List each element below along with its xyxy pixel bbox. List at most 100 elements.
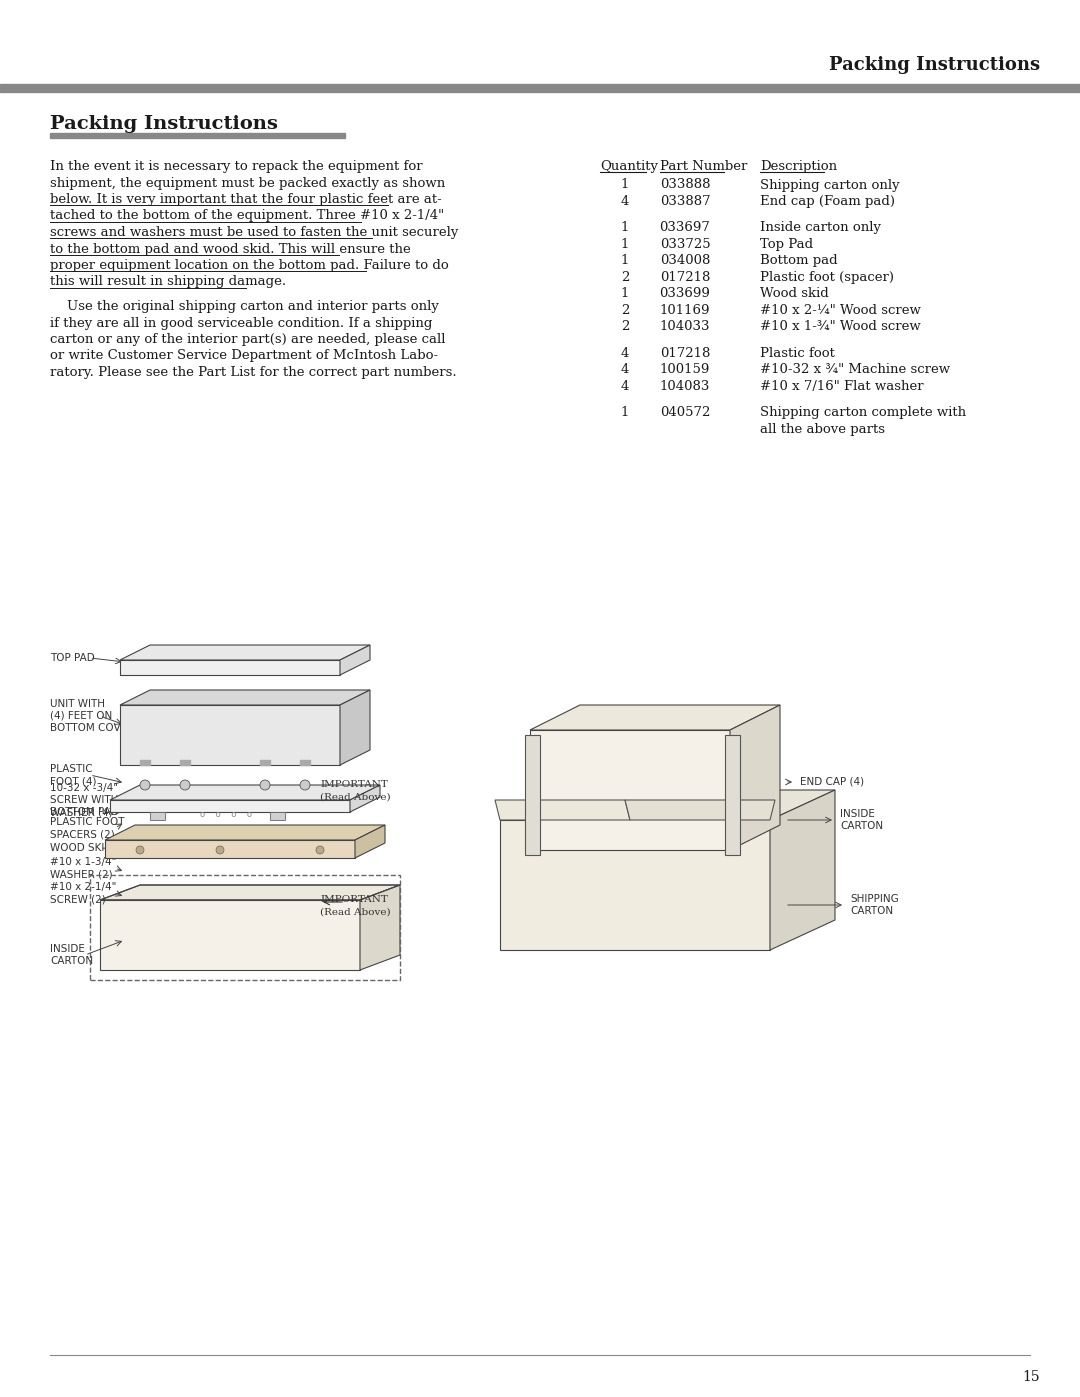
- Bar: [180, 760, 190, 766]
- Text: #10 x 2-¼" Wood screw: #10 x 2-¼" Wood screw: [760, 305, 921, 317]
- Text: 4: 4: [621, 346, 630, 360]
- Circle shape: [300, 780, 310, 789]
- Text: #10 x 1-¾" Wood screw: #10 x 1-¾" Wood screw: [760, 320, 921, 334]
- Circle shape: [216, 847, 224, 854]
- Text: Plastic foot (spacer): Plastic foot (spacer): [760, 271, 894, 284]
- Polygon shape: [100, 900, 360, 970]
- Text: WOOD SKID: WOOD SKID: [50, 842, 112, 854]
- Text: 1: 1: [621, 179, 630, 191]
- Text: Shipping carton only: Shipping carton only: [760, 179, 900, 191]
- Text: UNIT WITH
(4) FEET ON
BOTTOM COVER: UNIT WITH (4) FEET ON BOTTOM COVER: [50, 698, 134, 733]
- Text: 4: 4: [621, 363, 630, 376]
- Text: 040572: 040572: [660, 407, 711, 419]
- Polygon shape: [340, 690, 370, 766]
- Polygon shape: [725, 735, 740, 855]
- Text: #10-32 x ¾" Machine screw: #10-32 x ¾" Machine screw: [760, 363, 950, 376]
- Polygon shape: [110, 800, 350, 812]
- Polygon shape: [495, 800, 630, 820]
- Polygon shape: [625, 800, 775, 820]
- Polygon shape: [120, 659, 340, 675]
- Text: Inside carton only: Inside carton only: [760, 221, 881, 235]
- Text: Description: Description: [760, 161, 837, 173]
- Text: 1: 1: [621, 254, 630, 267]
- Text: 1: 1: [621, 237, 630, 251]
- Text: shipment, the equipment must be packed exactly as shown: shipment, the equipment must be packed e…: [50, 176, 445, 190]
- Text: Packing Instructions: Packing Instructions: [50, 115, 278, 133]
- Circle shape: [140, 780, 150, 789]
- Polygon shape: [530, 731, 730, 849]
- Text: 2: 2: [621, 271, 630, 284]
- Text: END CAP (4): END CAP (4): [800, 777, 864, 787]
- Polygon shape: [110, 785, 380, 800]
- Polygon shape: [770, 789, 835, 950]
- Polygon shape: [120, 705, 340, 766]
- Text: Plastic foot: Plastic foot: [760, 346, 835, 360]
- Text: #10 x 7/16" Flat washer: #10 x 7/16" Flat washer: [760, 380, 923, 393]
- Text: INSIDE
CARTON: INSIDE CARTON: [840, 809, 883, 831]
- Text: or write Customer Service Department of McIntosh Labo-: or write Customer Service Department of …: [50, 349, 438, 362]
- Bar: [150, 812, 165, 820]
- Text: 2: 2: [621, 305, 630, 317]
- Text: o    o    o    o: o o o o: [200, 810, 252, 819]
- Text: 033887: 033887: [660, 196, 711, 208]
- Text: 034008: 034008: [660, 254, 711, 267]
- Text: to the bottom pad and wood skid. This will ensure the: to the bottom pad and wood skid. This wi…: [50, 243, 410, 256]
- Circle shape: [316, 847, 324, 854]
- Text: End cap (Foam pad): End cap (Foam pad): [760, 196, 895, 208]
- Text: Bottom pad: Bottom pad: [760, 254, 838, 267]
- Text: In the event it is necessary to repack the equipment for: In the event it is necessary to repack t…: [50, 161, 422, 173]
- Text: IMPORTANT: IMPORTANT: [320, 780, 388, 789]
- Polygon shape: [120, 645, 370, 659]
- Text: 104083: 104083: [660, 380, 711, 393]
- Circle shape: [136, 847, 144, 854]
- Polygon shape: [360, 886, 400, 970]
- Text: 2: 2: [621, 320, 630, 334]
- Text: ratory. Please see the Part List for the correct part numbers.: ratory. Please see the Part List for the…: [50, 366, 457, 379]
- Text: Shipping carton complete with: Shipping carton complete with: [760, 407, 967, 419]
- Text: #10 x 2-1/4"
SCREW (2): #10 x 2-1/4" SCREW (2): [50, 882, 117, 904]
- Text: Top Pad: Top Pad: [760, 237, 813, 251]
- Text: Wood skid: Wood skid: [760, 288, 828, 300]
- Text: 033699: 033699: [660, 288, 711, 300]
- Text: 033888: 033888: [660, 179, 711, 191]
- Polygon shape: [105, 840, 355, 858]
- Text: 104033: 104033: [660, 320, 711, 334]
- Text: 017218: 017218: [660, 271, 711, 284]
- Circle shape: [180, 780, 190, 789]
- Text: 4: 4: [621, 196, 630, 208]
- Bar: [260, 760, 270, 766]
- Text: PLASTIC FOOT
SPACERS (2): PLASTIC FOOT SPACERS (2): [50, 817, 124, 840]
- Text: if they are all in good serviceable condition. If a shipping: if they are all in good serviceable cond…: [50, 317, 432, 330]
- Text: PLASTIC
FOOT (4): PLASTIC FOOT (4): [50, 764, 96, 787]
- Text: 017218: 017218: [660, 346, 711, 360]
- Text: Part Number: Part Number: [660, 161, 747, 173]
- Text: all the above parts: all the above parts: [760, 423, 885, 436]
- Text: SHIPPING
CARTON: SHIPPING CARTON: [850, 894, 899, 916]
- Text: 033725: 033725: [660, 237, 711, 251]
- Text: 100159: 100159: [660, 363, 711, 376]
- Polygon shape: [120, 690, 370, 705]
- Text: screws and washers must be used to fasten the unit securely: screws and washers must be used to faste…: [50, 226, 458, 239]
- Polygon shape: [500, 789, 835, 820]
- Text: 101169: 101169: [660, 305, 711, 317]
- Polygon shape: [340, 645, 370, 675]
- Text: (Read Above): (Read Above): [320, 793, 391, 802]
- Text: Packing Instructions: Packing Instructions: [828, 56, 1040, 74]
- Text: Quantity: Quantity: [600, 161, 658, 173]
- Bar: [140, 760, 150, 766]
- Bar: [270, 812, 285, 820]
- Polygon shape: [350, 785, 380, 812]
- Polygon shape: [730, 705, 780, 849]
- Text: tached to the bottom of the equipment. Three #10 x 2-1/4": tached to the bottom of the equipment. T…: [50, 210, 444, 222]
- Text: 1: 1: [621, 407, 630, 419]
- Text: BOTTOM PAD: BOTTOM PAD: [50, 807, 119, 817]
- Polygon shape: [100, 886, 400, 900]
- Text: carton or any of the interior part(s) are needed, please call: carton or any of the interior part(s) ar…: [50, 332, 446, 346]
- Text: 1: 1: [621, 288, 630, 300]
- Text: below. It is very important that the four plastic feet are at-: below. It is very important that the fou…: [50, 193, 442, 205]
- Bar: [300, 760, 310, 766]
- Text: 10-32 x -3/4"
SCREW WITH
WASHER (4): 10-32 x -3/4" SCREW WITH WASHER (4): [50, 782, 119, 817]
- Bar: [50, 133, 345, 138]
- Text: INSIDE
CARTON: INSIDE CARTON: [50, 944, 93, 967]
- Text: Use the original shipping carton and interior parts only: Use the original shipping carton and int…: [50, 300, 438, 313]
